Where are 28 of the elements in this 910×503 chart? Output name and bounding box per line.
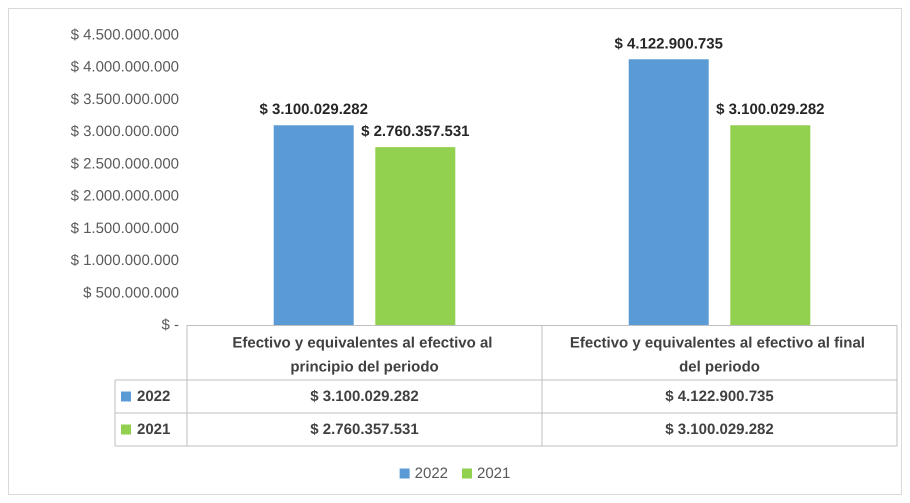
y-tick-label: $ 1.500.000.000 xyxy=(70,220,179,237)
text: 2022 xyxy=(414,465,448,482)
data-label: $ 3.100.029.282 xyxy=(665,421,774,438)
legend-label: 2022 xyxy=(137,388,170,405)
text: $ 4.122.900.735 xyxy=(614,35,723,52)
bar xyxy=(628,59,709,325)
x-tick-label: Efectivo y equivalentes al efectivo al final del periodo xyxy=(570,334,870,376)
text: $ 3.100.029.282 xyxy=(259,101,368,118)
bar xyxy=(375,147,456,325)
text: $ 2.760.357.531 xyxy=(361,123,470,140)
text: $ 3.100.029.282 xyxy=(716,101,825,118)
y-tick-label: $ 4.500.000.000 xyxy=(70,26,179,44)
y-tick-label: $ 4.000.000.000 xyxy=(70,58,179,76)
y-tick-label: $ 500.000.000 xyxy=(83,284,179,302)
legend-label: 2021 xyxy=(477,465,510,482)
data-label: $ 3.100.029.282 xyxy=(310,388,419,405)
y-tick-label: $ 3.500.000.000 xyxy=(70,90,179,108)
y-tick-label: $ 2.000.000.000 xyxy=(70,188,179,205)
y-tick-label: $ - xyxy=(161,316,179,334)
bar xyxy=(274,125,354,325)
bar xyxy=(730,125,810,325)
y-tick-label: $ 1.000.000.000 xyxy=(70,252,179,270)
y-tick-label: $ 2.500.000.000 xyxy=(70,155,179,172)
y-tick-label: $ 3.000.000.000 xyxy=(70,123,179,140)
data-label: $ 2.760.357.531 xyxy=(310,421,419,438)
x-tick-label: Efectivo y equivalentes al efectivo al principio del periodo xyxy=(232,334,497,376)
text: 2021 xyxy=(137,421,170,438)
data-label: $ 4.122.900.735 xyxy=(665,388,774,405)
